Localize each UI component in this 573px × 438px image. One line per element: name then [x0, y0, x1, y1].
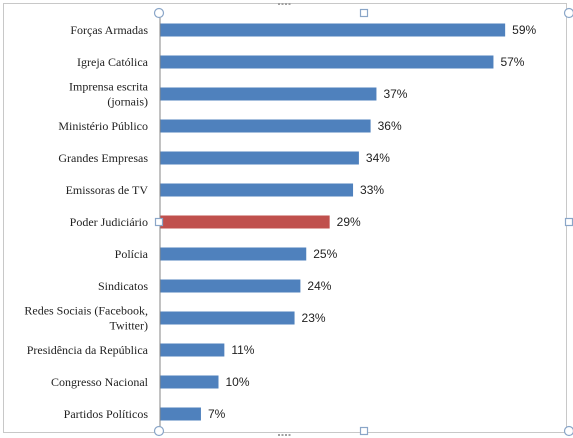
value-label: 34% — [366, 151, 390, 165]
category-label: Sindicatos — [98, 279, 148, 293]
value-label: 37% — [383, 87, 407, 101]
bar-10 — [160, 311, 295, 325]
category-label: Polícia — [115, 247, 149, 261]
bar-3 — [160, 87, 377, 101]
bar-1 — [160, 23, 506, 37]
value-label: 33% — [360, 183, 384, 197]
category-label: Forças Armadas — [70, 23, 148, 37]
value-label: 24% — [307, 279, 331, 293]
value-label: 29% — [337, 215, 361, 229]
bar-2 — [160, 55, 494, 69]
category-label: Presidência da República — [27, 343, 149, 357]
bar-13 — [160, 407, 201, 421]
value-label: 59% — [512, 23, 536, 37]
category-label: Ministério Público — [58, 119, 148, 133]
bar-8 — [160, 247, 307, 261]
bar-5 — [160, 151, 359, 165]
bar-12 — [160, 375, 219, 389]
category-label: Congresso Nacional — [51, 375, 149, 389]
bar-9 — [160, 279, 301, 293]
category-label: Poder Judiciário — [70, 215, 148, 229]
grip-bottom[interactable] — [278, 434, 291, 436]
bar-6 — [160, 183, 354, 197]
value-label: 57% — [500, 55, 524, 69]
value-label: 36% — [378, 119, 402, 133]
value-labels: 59% 57% 37% 36% 34% 33% 29% 25% 24% 23% 11% 10% 7% — [208, 23, 537, 421]
category-label: Partidos Políticos — [64, 407, 149, 421]
category-label: Grandes Empresas — [58, 151, 148, 165]
category-labels: Forças Armadas Igreja Católica Imprensa es… — [24, 23, 148, 421]
bar-11 — [160, 343, 225, 357]
category-label: Igreja Católica — [77, 55, 149, 69]
chart-frame[interactable]: Forças Armadas Igreja Católica Imprensa es… — [3, 3, 567, 434]
value-label: 23% — [302, 311, 326, 325]
bar-4 — [160, 119, 371, 133]
bars-layer — [160, 23, 506, 421]
category-label: Redes Sociais (Facebook, Twitter) — [24, 304, 148, 333]
category-label: Imprensa escrita (jornais) — [69, 80, 149, 109]
bar-chart: Forças Armadas Igreja Católica Imprensa es… — [24, 10, 537, 434]
value-label: 10% — [226, 375, 250, 389]
category-label: Emissoras de TV — [66, 183, 149, 197]
bar-7 — [160, 215, 330, 229]
value-label: 11% — [231, 343, 254, 357]
value-label: 7% — [208, 407, 226, 421]
value-label: 25% — [313, 247, 337, 261]
